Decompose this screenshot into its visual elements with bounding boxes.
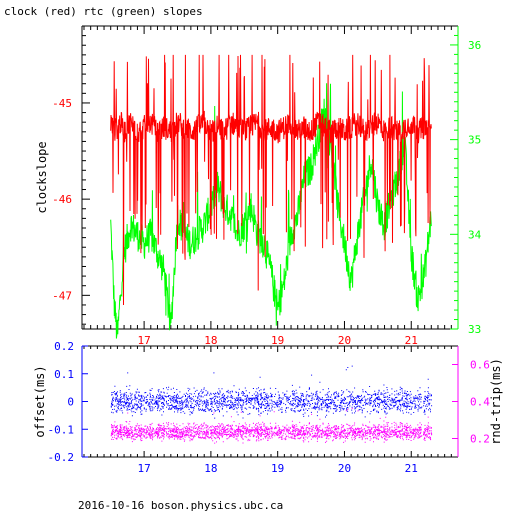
offset-points-group [110,365,433,419]
top-y-tick-label-left: -45 [52,97,72,110]
top-x-tick-label: 18 [204,334,217,347]
top-x-tick-label: 19 [271,334,284,347]
top-y-tick-label-right: 33 [468,323,481,336]
bottom-y-tick-label-left: -0.1 [48,423,75,436]
rnd-trip-points-group [110,407,433,444]
top-y-tick-label-left: -47 [52,289,72,302]
bottom-y-tick-label-right: 0.6 [470,359,490,372]
top-x-tick-label: 17 [137,334,150,347]
rnd-trip-points-group-points [110,407,433,444]
top-y-tick-label-left: -46 [52,193,72,206]
bottom-y-tick-label-left: 0 [67,396,74,409]
top-y-tick-label-right: 35 [468,134,481,147]
bottom-y-tick-label-left: -0.2 [48,451,75,464]
bottom-x-tick-label: 21 [405,462,418,475]
top-y-axis-label: clockslope [35,141,49,213]
bottom-y-tick-label-right: 0.2 [470,433,490,446]
top-y-tick-label-right: 36 [468,39,481,52]
bottom-y-tick-label-left: 0.2 [54,340,74,353]
offset-points-group-points [110,365,433,419]
bottom-x-tick-label: 19 [271,462,284,475]
footer-text: 2016-10-16 boson.physics.ubc.ca [78,499,283,512]
bottom-y-tick-label-right: 0.4 [470,396,490,409]
bottom-x-tick-label: 20 [338,462,351,475]
top-y-tick-label-right: 34 [468,228,482,241]
bottom-y-axis-label-right: rnd-trip(ms) [489,358,503,445]
top-x-tick-label: 20 [338,334,351,347]
bottom-chart: 17 18 19 20 21 0.2 0.1 0 -0.1 -0.2 0.6 0.4 0.2 offset… [33,340,503,475]
bottom-y-tick-label-left: 0.1 [54,368,74,381]
top-chart: 17 18 19 20 21 -45 -46 -47 36 35 34 33 clockslope [35,25,482,347]
bottom-x-tick-label: 17 [137,462,150,475]
bottom-y-axis-label-left: offset(ms) [33,365,47,437]
clock-series-line [110,54,432,306]
top-x-tick-label: 21 [405,334,418,347]
bottom-x-tick-label: 18 [204,462,217,475]
rtc-series-line [110,83,432,339]
chart-title: clock (red) rtc (green) slopes [4,5,203,18]
